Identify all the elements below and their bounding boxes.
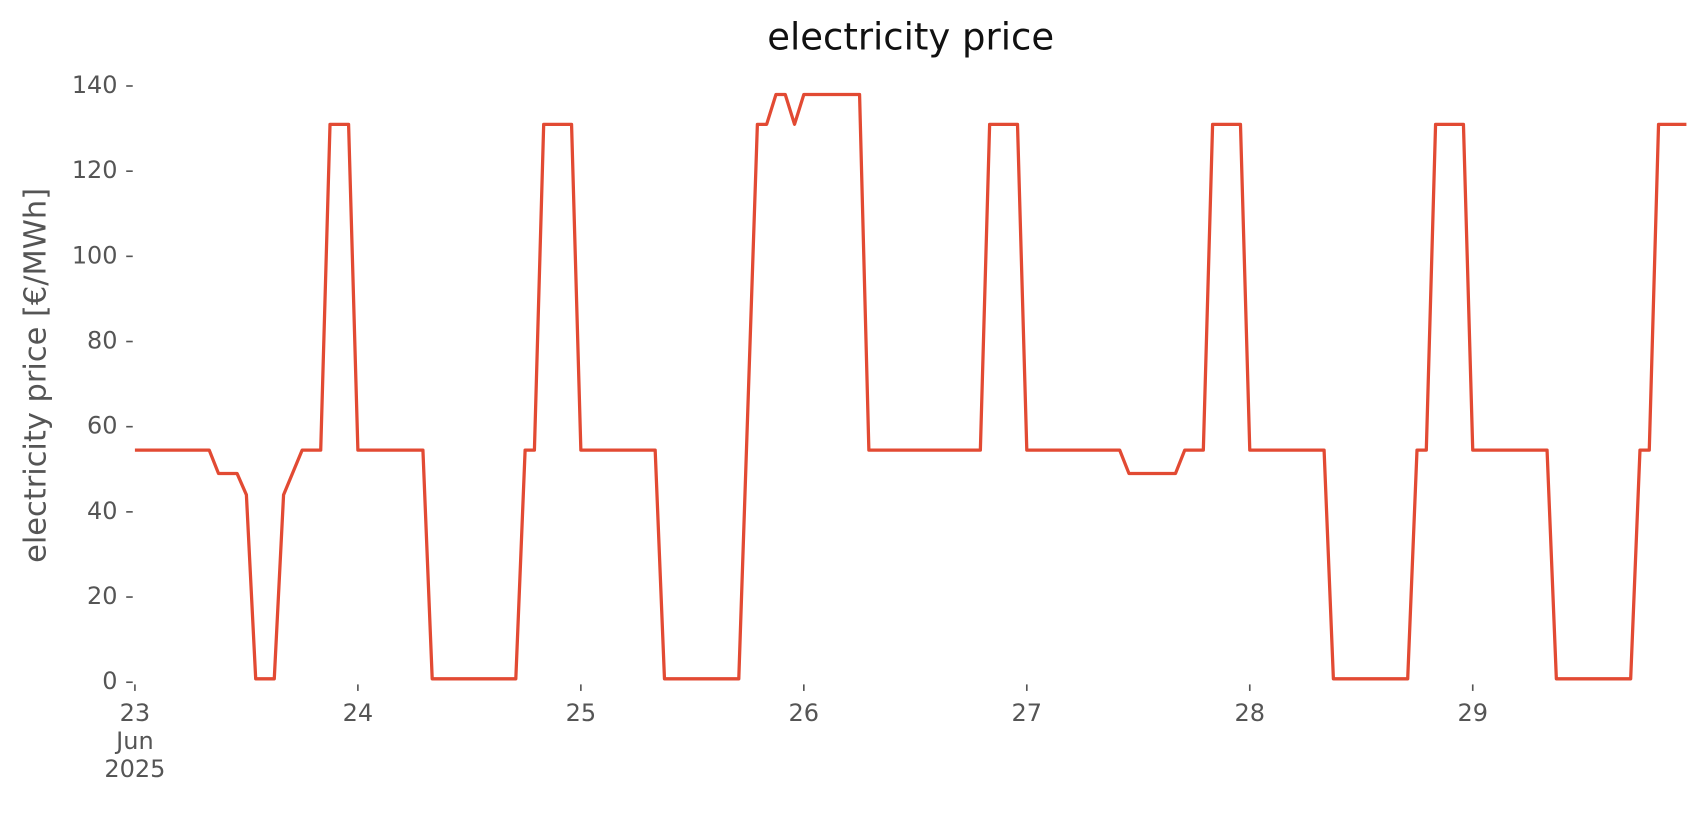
chart-title: electricity price	[767, 16, 1054, 59]
price-line	[134, 92, 1687, 681]
y-tick-label: 120	[72, 156, 118, 184]
x-tick-label: 25	[565, 698, 597, 727]
x-tick-label: 26	[788, 698, 820, 727]
y-tick-label: 140	[72, 71, 118, 99]
y-tick-label: 80	[87, 327, 117, 355]
x-tick-label: 23 Jun 2025	[104, 698, 166, 783]
y-axis-label: electricity price [€/MWh]	[18, 188, 53, 563]
y-tick-label: 20	[87, 582, 117, 610]
x-tick-label: 24	[342, 698, 374, 727]
y-tick-label: 40	[87, 497, 117, 525]
y-tick-label: 0	[102, 667, 117, 695]
x-tick-label: 28	[1234, 698, 1266, 727]
y-tick-label: 100	[72, 241, 118, 269]
y-tick-label: 60	[87, 412, 117, 440]
x-tick-label: 29	[1457, 698, 1489, 727]
x-tick-label: 27	[1011, 698, 1043, 727]
